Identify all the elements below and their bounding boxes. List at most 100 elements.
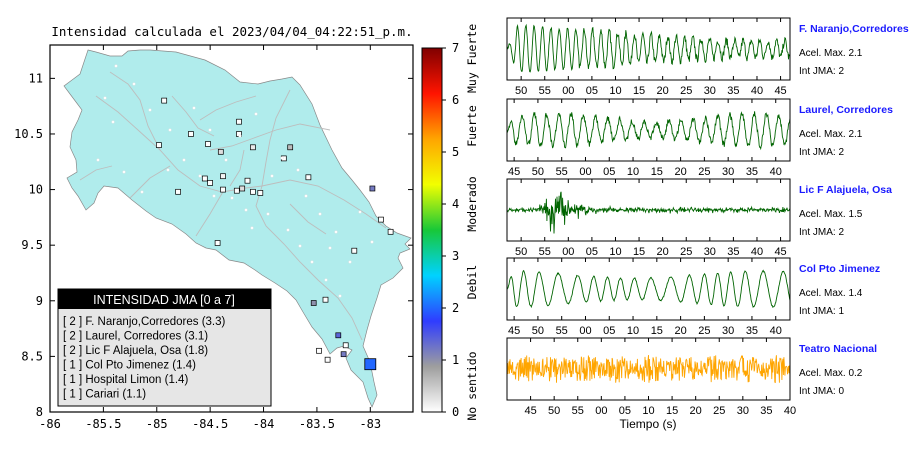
waveform-tick-label: 10 [609,85,621,97]
y-tick-label: 8.5 [21,349,43,363]
waveform-jma-intensity: Int JMA: 1 [799,306,844,317]
station-marker [378,216,384,223]
station-dot [358,210,362,214]
waveform-tick-label: 20 [674,325,686,337]
station-dot [140,190,144,194]
waveform-tick-label: 45 [508,325,520,337]
waveform-tick-label: 35 [727,246,739,258]
waveform-tick-label: 45 [508,166,520,178]
colorbar-tick-label: 2 [452,301,459,315]
waveform-background [507,18,790,80]
station-dot [208,128,212,132]
station-dot [224,158,228,162]
waveform-tick-label: 50 [515,85,527,97]
waveform-tick-label: 25 [713,405,725,417]
waveform-tick-label: 10 [642,405,654,417]
waveform-tick-label: 25 [680,85,692,97]
x-tick-label: -86 [39,417,61,431]
colorbar-labels: No sentido Debil Moderado Fuerte Muy Fuerte [465,24,479,421]
waveform-tick-label: 00 [595,405,607,417]
intensity-map: Intensidad calculada el 2023/04/04_04:22… [14,24,414,431]
station-dot [338,294,342,298]
waveform-tick-label: 30 [704,246,716,258]
station-marker [322,296,329,303]
station-dot [318,212,322,216]
waveform-max-accel: Acel. Max. 0.2 [799,368,863,379]
station-marker [342,342,349,349]
waveform-jma-intensity: Int JMA: 2 [799,147,844,158]
station-marker [287,144,294,151]
station-dot [230,196,234,200]
station-dot [111,120,115,124]
station-dot [132,82,136,86]
waveform-tick-label: 15 [633,85,645,97]
station-dot [298,244,302,248]
waveform-tick-label: 00 [579,325,591,337]
legend-title: INTENSIDAD JMA [0 a 7] [93,293,235,307]
waveform-station-name: Laurel, Corredores [799,104,893,116]
legend-header [58,289,271,309]
colorbar-tick-label: 6 [452,93,459,107]
waveform-tick-label: 40 [784,405,796,417]
waveform-tick-label: 30 [704,85,716,97]
y-tick-label: 10 [29,183,43,197]
waveform-tick-label: 50 [548,405,560,417]
y-tick-label: 11 [29,71,43,85]
legend-entry: [ 1 ] Hospital Limon (1.4) [63,374,188,386]
waveform-tick-label: 35 [727,85,739,97]
waveform-tick-label: 10 [627,325,639,337]
waveform-tick-label: 20 [674,166,686,178]
waveform-panels: 50 55 00 05 10 15 20 25 30 35 40 45 F. Naranjo,Corre… [506,17,909,417]
station-dot [270,174,274,178]
colorbar-category-label: No sentido [465,351,479,420]
station-marker [188,131,194,137]
station-dot [310,260,314,264]
legend-entry: [ 1 ] Cariari (1.1) [63,389,146,401]
station-dot [280,156,284,160]
costa-rica-land [63,49,412,408]
station-marker [364,358,377,371]
station-marker [220,186,226,193]
waveform-tick-label: 15 [666,405,678,417]
station-dot [296,168,300,172]
waveform-tick-label: 40 [770,325,782,337]
station-markers [96,64,394,371]
x-tick-label: -85 [146,417,168,431]
waveform-tick-label: 35 [746,325,758,337]
legend-entry: [ 2 ] F. Naranjo,Corredores (3.3) [63,316,226,328]
station-dot [114,64,118,68]
waveform-tick-label: 55 [539,85,551,97]
station-dot [166,168,170,172]
y-tick-label: 9.5 [21,238,43,252]
waveform-panel: 45 50 55 00 05 10 15 20 25 30 35 40 Laurel, Corredor… [506,98,893,178]
waveform-tick-label: 55 [572,405,584,417]
waveform-tick-label: 35 [760,405,772,417]
colorbar-tick-label: 4 [452,197,459,211]
waveform-max-accel: Acel. Max. 2.1 [799,129,863,140]
waveform-tick-label: 40 [770,166,782,178]
map-y-axis: 8 8.5 9 9.5 10 10.5 11 [14,71,413,419]
x-tick-label: -83.5 [299,417,335,431]
station-marker [351,247,358,254]
waveform-panel: 45 50 55 00 05 10 15 20 25 30 35 40 Teatro Nacional A… [506,337,877,417]
waveform-tick-label: 45 [774,85,786,97]
station-dot [370,240,374,244]
map-x-axis: -86 -85.5 -85 -84.5 -84 -83.5 -83 [39,45,381,431]
station-marker [387,228,394,235]
waveform-tick-label: 55 [556,325,568,337]
waveform-station-name: Lic F Alajuela, Osa [799,184,892,196]
waveform-tick-label: 40 [751,246,763,258]
waveform-frame [506,17,791,81]
waveform-background [507,258,790,320]
y-tick-label: 10.5 [14,127,43,141]
colorbar-tick-label: 5 [452,145,459,159]
station-dot [348,260,352,264]
station-dot [192,106,196,110]
station-marker [217,148,224,155]
station-marker [214,240,221,246]
waveform-tick-label: 05 [603,166,615,178]
waveform-station-name: F. Naranjo,Corredores [799,23,909,35]
station-dot [238,134,242,138]
